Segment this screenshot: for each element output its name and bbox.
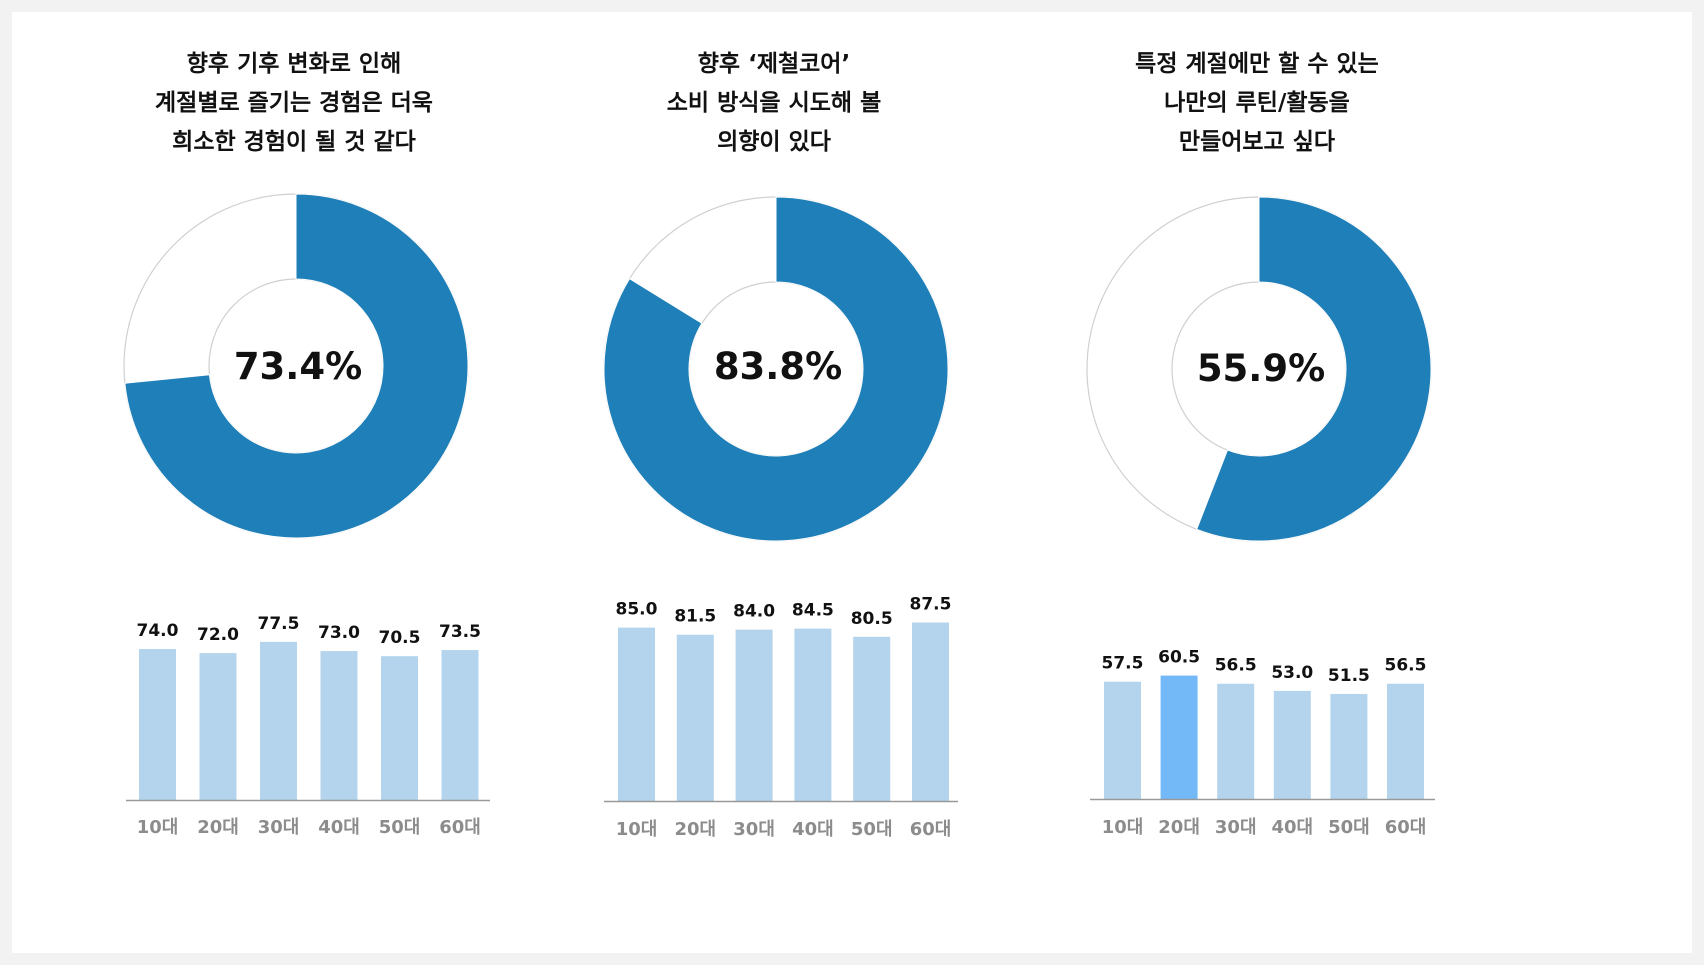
- bar: [1273, 690, 1311, 799]
- bar-value-label: 53.0: [1271, 663, 1313, 683]
- bar: [1104, 681, 1141, 799]
- age-bar-chart: 85.0 10대 81.5 20대 84.0 30대 84.5 40대 80.5 50대 87.5 6…: [604, 595, 958, 840]
- age-bar-chart: 57.5 10대 60.5 20대 56.5 30대 53.0 40대 51.5 50대 56.5 6…: [1090, 648, 1435, 838]
- bar-value-label: 77.5: [258, 614, 300, 634]
- bar: [199, 653, 237, 800]
- bar-value-label: 73.5: [439, 622, 481, 642]
- title-line: 향후 ‘제철코어’: [698, 51, 850, 77]
- bar-value-label: 84.5: [792, 601, 834, 621]
- x-tick-label: 50대: [1328, 817, 1370, 838]
- x-tick-label: 60대: [439, 817, 481, 838]
- title-line: 소비 방식을 시도해 볼: [667, 90, 881, 116]
- bar: [320, 651, 358, 800]
- bar: [260, 641, 297, 800]
- bar: [676, 634, 714, 801]
- x-tick-label: 10대: [616, 819, 658, 840]
- bar-value-label: 60.5: [1158, 648, 1200, 668]
- bar-value-label: 51.5: [1328, 666, 1370, 686]
- bar-value-label: 80.5: [851, 609, 893, 629]
- x-tick-label: 40대: [318, 817, 360, 838]
- x-tick-label: 10대: [137, 817, 179, 838]
- bar: [912, 622, 949, 801]
- title-line: 향후 기후 변화로 인해: [187, 51, 401, 77]
- bar-value-label: 70.5: [379, 628, 421, 648]
- bar: [441, 650, 479, 800]
- x-tick-label: 40대: [1271, 817, 1313, 838]
- age-bar-chart: 74.0 10대 72.0 20대 77.5 30대 73.0 40대 70.5 50대 73.5 6…: [126, 614, 490, 838]
- x-tick-label: 50대: [379, 817, 421, 838]
- bar-value-label: 85.0: [616, 600, 658, 620]
- title-line: 나만의 루틴/활동을: [1164, 90, 1350, 116]
- bar: [618, 627, 655, 801]
- donut-value-label: 83.8%: [714, 345, 842, 388]
- bar: [1160, 675, 1198, 799]
- bar-value-label: 81.5: [674, 607, 716, 627]
- bar-value-label: 74.0: [137, 621, 179, 641]
- title-line: 의향이 있다: [717, 129, 831, 155]
- x-tick-label: 30대: [733, 819, 775, 840]
- bar: [1330, 693, 1368, 799]
- donut-segment: [1196, 196, 1432, 542]
- bar: [381, 656, 418, 800]
- bar: [735, 629, 773, 801]
- bar-value-label: 73.0: [318, 623, 360, 643]
- bar: [794, 628, 832, 801]
- bar-value-label: 56.5: [1215, 656, 1257, 676]
- bar-value-label: 56.5: [1385, 656, 1427, 676]
- title-line: 만들어보고 싶다: [1179, 129, 1335, 155]
- bar-value-label: 87.5: [910, 595, 952, 615]
- x-tick-label: 50대: [851, 819, 893, 840]
- x-tick-label: 30대: [1215, 817, 1257, 838]
- x-tick-label: 40대: [792, 819, 834, 840]
- x-tick-label: 60대: [1385, 817, 1427, 838]
- bar: [1217, 683, 1255, 799]
- bar: [139, 649, 176, 800]
- x-tick-label: 20대: [674, 819, 716, 840]
- title-line: 계절별로 즐기는 경험은 더욱: [155, 90, 433, 116]
- x-tick-label: 20대: [1158, 817, 1200, 838]
- donut-segment: [603, 196, 949, 542]
- bar-value-label: 57.5: [1102, 654, 1144, 674]
- x-tick-label: 60대: [910, 819, 952, 840]
- donut-segment: [124, 193, 469, 539]
- x-tick-label: 20대: [197, 817, 239, 838]
- bar-value-label: 84.0: [733, 602, 775, 622]
- donut-value-label: 55.9%: [1197, 347, 1325, 390]
- title-line: 희소한 경험이 될 것 같다: [172, 129, 416, 155]
- bar-value-label: 72.0: [197, 625, 239, 645]
- bar: [853, 636, 891, 801]
- x-tick-label: 30대: [258, 817, 300, 838]
- title-line: 특정 계절에만 할 수 있는: [1135, 51, 1379, 77]
- bar: [1387, 683, 1424, 799]
- donut-value-label: 73.4%: [234, 345, 362, 388]
- x-tick-label: 10대: [1102, 817, 1144, 838]
